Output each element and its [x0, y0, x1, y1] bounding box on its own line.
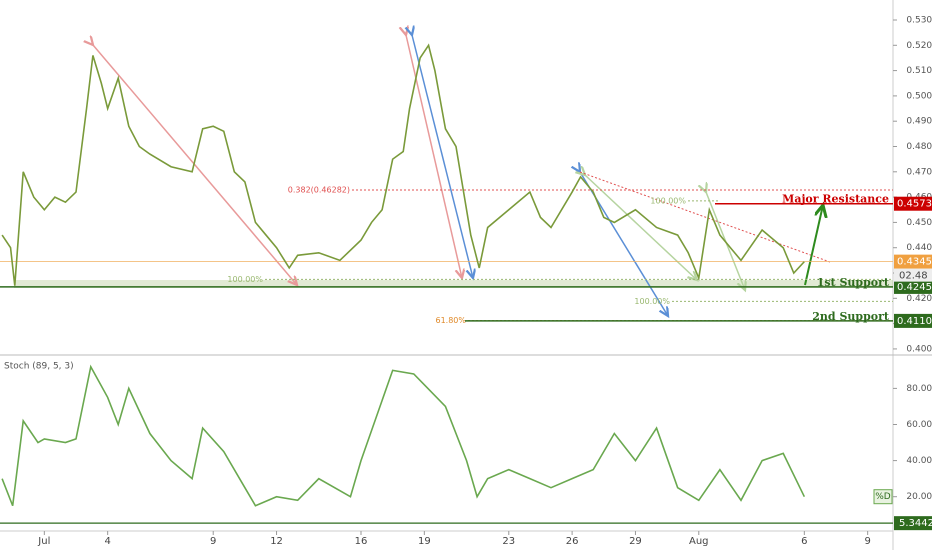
price-tag [894, 279, 932, 294]
x-tick-label: 23 [502, 536, 515, 547]
fib-label: 100.00% [227, 275, 263, 284]
x-tick-label: 12 [270, 536, 283, 547]
price-tag [894, 313, 932, 328]
y-tick-label: 0.49000 [906, 117, 932, 127]
y-tick-label: 0.52000 [906, 41, 932, 51]
fib-label: 100.00% [650, 196, 686, 205]
x-tick-label: 9 [210, 536, 216, 547]
x-tick-label: 29 [629, 536, 642, 547]
arrow [804, 205, 823, 286]
series-tag-label: %D [875, 492, 891, 502]
price-tag [894, 196, 932, 211]
y-tick-label: 0.51000 [906, 66, 932, 76]
arrow [585, 175, 697, 280]
x-tick-label: 4 [104, 536, 110, 547]
y-tick-label: 0.53000 [906, 15, 932, 25]
y-tick-label: 0.44000 [906, 243, 932, 253]
x-tick-label: 9 [864, 536, 870, 547]
price-tag-label: 0.42451 [897, 282, 932, 293]
drawings [93, 35, 831, 316]
y-tick-label: 0.47000 [906, 167, 932, 177]
fib-label: 61.80% [435, 316, 466, 325]
y-tick-label: 40.0000 [906, 456, 932, 466]
indicator-title: Stoch (89, 5, 3) [4, 362, 74, 372]
level-label: 2nd Support [812, 310, 890, 323]
level-tag-label: 5.3442 [899, 518, 932, 529]
arrow [412, 35, 473, 278]
level-label: Major Resistance [782, 193, 889, 206]
price-tag-label: 0.41108 [897, 316, 932, 327]
y-tick-label: 0.50000 [906, 91, 932, 101]
y-tick-label: 0.40000 [906, 344, 932, 354]
x-tick-label: 16 [355, 536, 368, 547]
y-tick-label: 60.0000 [906, 420, 932, 430]
x-tick-label: 26 [566, 536, 579, 547]
series-line [1, 364, 806, 507]
fib-label: 100.00% [634, 297, 670, 306]
trend-line [579, 171, 831, 263]
price-tag-label: 0.45739 [897, 199, 932, 210]
x-tick-label: Jul [37, 536, 50, 547]
x-tick-label: 6 [801, 536, 807, 547]
y-tick-label: 0.48000 [906, 142, 932, 152]
series-tag [873, 489, 893, 505]
y-tick-label: 80.0000 [906, 384, 932, 394]
price-tag [894, 254, 932, 269]
x-tick-label: 19 [418, 536, 431, 547]
arrow [93, 45, 297, 285]
support-zone [14, 280, 893, 288]
x-tick-label: Aug [689, 536, 709, 547]
countdown-tag [894, 268, 932, 282]
series-line [1, 43, 805, 286]
level-tag [894, 516, 932, 531]
level-label: 1st Support [817, 276, 890, 289]
y-tick-label: 0.45000 [906, 218, 932, 228]
y-tick-label: 0.42000 [906, 294, 932, 304]
y-tick-label: 20.0000 [906, 492, 932, 502]
countdown-label: 02.48 [899, 271, 928, 282]
fib-label: 0.382(0.46282) [288, 185, 350, 194]
